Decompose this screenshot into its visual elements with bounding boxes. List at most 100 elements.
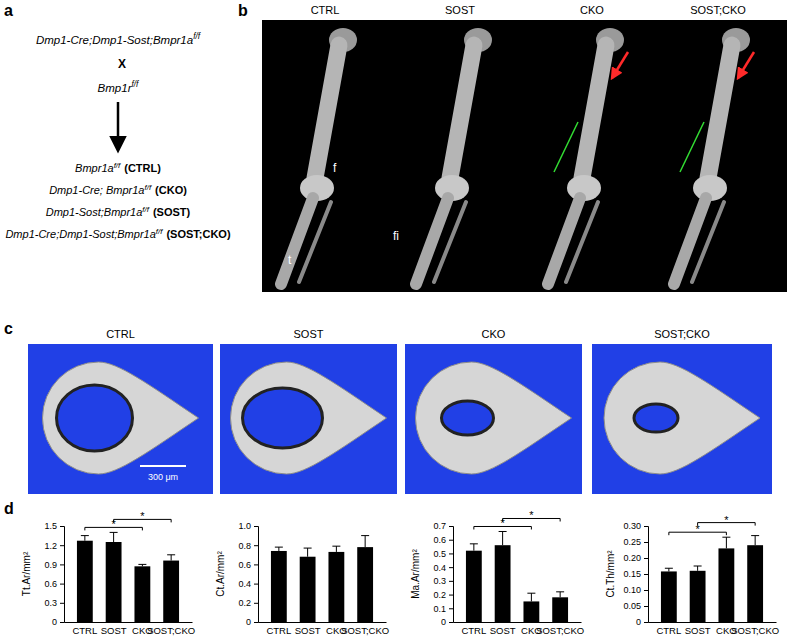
y-tick-label: 0.9 [44,560,57,570]
y-tick-mark [449,553,453,554]
cross-arrow [117,102,120,150]
text-segment: Dmp1-Cre;Dmp1-Sost;Bmpr1a [36,34,193,46]
y-tick: 0.05 [623,601,648,611]
text-segment: f/f [131,80,140,89]
y-tick-mark [60,622,64,623]
x-tick-label: CTRL [266,625,291,636]
panel-label: b [238,2,248,19]
y-tick-label: 0.3 [44,598,57,608]
bar-chart: 00.10.20.30.40.50.60.7CTRLSOSTCKOSOST;CK… [410,509,584,635]
y-axis-line [60,527,65,623]
bone-label: fi [393,229,399,243]
error-bar-cap [527,593,535,594]
y-tick-mark [449,567,453,568]
x-axis: CTRLSOSTCKOSOST;CKO [649,622,780,636]
error-bar [110,532,118,542]
scale-bar-label: 300 μm [148,472,178,482]
error-bar-stem [365,536,366,548]
error-bar-cap [138,564,146,565]
error-bar [138,564,146,566]
y-tick-mark [449,581,453,582]
significance-label: * [724,514,729,526]
image-title: SOST;CKO [690,4,746,16]
green-line [554,122,578,172]
y-tick-mark [644,558,648,559]
y-tick-mark [60,564,64,565]
text-segment: f/f [156,227,163,236]
y-axis-line [644,527,649,623]
y-tick-mark [60,584,64,585]
fibula [299,202,331,282]
text-segment: Bmpr1a [75,162,114,174]
error-bar-cap [751,535,759,536]
image-title: CKO [580,4,604,16]
error-bar-cap [556,591,564,592]
femur [315,45,339,178]
y-axis-title: Tt.Ar/mm² [21,551,32,596]
text-segment: (CTRL) [124,162,161,174]
y-axis: 00.10.20.30.40.50.60.7 [433,521,453,627]
y-tick: 0.2 [238,598,258,608]
x-tick: SOST;CKO [147,622,195,636]
y-tick: 0.4 [238,579,258,589]
y-tick: 0.5 [433,549,453,559]
text-segment: f/f [142,205,149,214]
x-tick-label: SOST;CKO [536,625,584,636]
y-tick: 0.2 [433,590,453,600]
y-tick-mark [644,542,648,543]
error-bar-cap [722,537,730,538]
x-axis: CTRLSOSTCKOSOST;CKO [454,622,585,636]
femur [582,45,606,178]
y-tick-label: 0.1 [433,604,446,614]
y-tick-label: 0.30 [623,521,641,531]
error-bar-cap [499,531,507,532]
y-tick: 0.6 [238,560,258,570]
genotype-text: Dmp1-Cre;Dmp1-Sost;Bmpr1af/f(SOST;CKO) [5,227,230,240]
x-axis-line [259,622,387,623]
scale-bar [140,465,186,467]
green-line [680,122,704,172]
text-segment: (SOST;CKO) [166,228,231,240]
bar-chart: 00.30.60.91.21.5CTRLSOSTCKOSOST;CKOTt.Ar… [21,510,195,635]
fibula [692,202,724,282]
genotype-text: Bmp1rf/f [98,80,140,94]
tibia [548,198,580,284]
y-tick-label: 0.25 [623,537,641,547]
error-bar-cap [470,543,478,544]
red-arrow [738,52,754,78]
y-tick-label: 0.10 [623,585,641,595]
y-tick-label: 0.3 [433,576,446,586]
y-tick: 0 [52,617,64,627]
error-bar [332,546,340,552]
marrow-cavity [57,385,133,451]
y-tick-mark [449,540,453,541]
xray-leg [674,28,754,284]
x-tick-label: SOST;CKO [341,625,389,636]
error-bar-stem [755,536,756,546]
y-tick-label: 0.15 [623,569,641,579]
genotype-text: X [118,57,126,71]
y-tick-mark [449,622,453,623]
x-tick: SOST;CKO [341,622,389,636]
error-bar [275,547,283,551]
x-tick: CTRL [656,622,681,636]
x-tick-label: SOST [295,625,321,636]
error-bar [751,536,759,546]
y-tick-mark [254,584,258,585]
y-tick-mark [449,608,453,609]
x-tick: SOST [101,622,127,636]
y-tick-label: 0.2 [433,590,446,600]
error-bar-stem [531,593,532,601]
y-tick: 0.30 [623,521,648,531]
genotype-text: Dmp1-Cre;Dmp1-Sost;Bmpr1af/f [36,32,202,46]
genotype-text: Bmpr1af/f(CTRL) [75,161,161,174]
error-bar [665,568,673,571]
significance-label: * [140,510,145,522]
x-tick: SOST [490,622,516,636]
y-tick-label: 1.0 [238,521,251,531]
text-segment: f/f [114,161,121,170]
error-bar-stem [307,548,308,557]
error-bar-stem [473,544,474,551]
y-tick: 1.0 [238,521,258,531]
error-bar-cap [304,548,312,549]
